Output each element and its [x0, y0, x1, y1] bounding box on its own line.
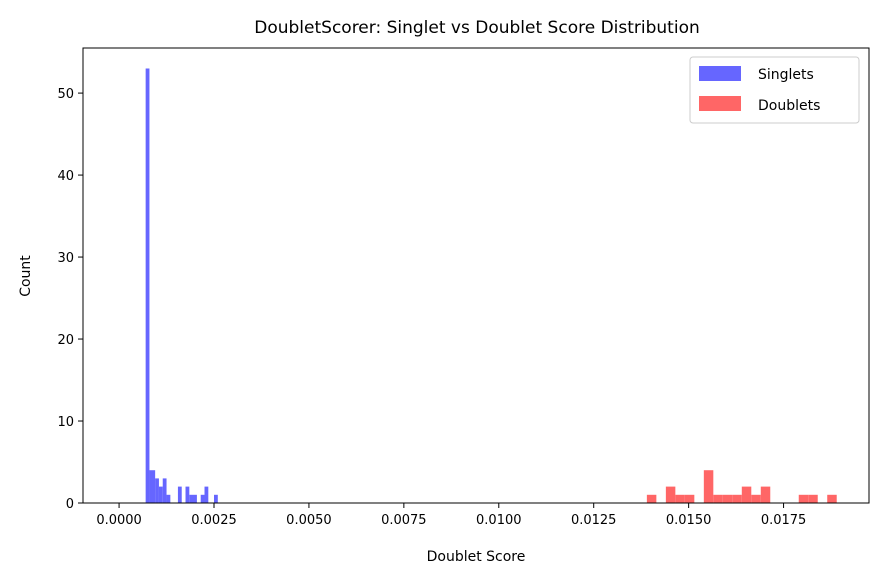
x-tick-label: 0.0075 — [381, 513, 427, 528]
legend-label-doublets: Doublets — [758, 98, 820, 114]
y-tick-label: 10 — [57, 415, 74, 430]
legend-swatch-singlets — [699, 66, 741, 81]
singlets-bar-5 — [166, 494, 171, 503]
singlets-bar-2 — [155, 478, 159, 503]
doublets-bar-3 — [684, 494, 695, 503]
bars-group — [145, 68, 837, 503]
y-tick-label: 40 — [57, 169, 74, 184]
singlets-bar-9 — [200, 494, 205, 503]
singlets-bar-4 — [162, 478, 167, 503]
doublets-bar-6 — [722, 494, 733, 503]
singlets-bar-10 — [204, 486, 209, 503]
doublets-bar-8 — [741, 486, 752, 503]
x-tick-label: 0.0025 — [191, 513, 237, 528]
x-tick-label: 0.0100 — [476, 513, 522, 528]
doublets-bar-1 — [665, 486, 676, 503]
singlets-bar-7 — [185, 486, 190, 503]
x-axis-ticks: 0.0000 0.0025 0.0050 0.0075 0.0100 0.0125 0.01… — [96, 503, 806, 528]
y-axis-ticks: 0 10 20 30 40 50 — [57, 87, 83, 512]
chart-title: DoubletScorer: Singlet vs Doublet Score … — [254, 18, 700, 38]
x-tick-label: 0.0050 — [286, 513, 332, 528]
plot-frame — [82, 47, 870, 504]
doublets-bar-9 — [751, 494, 761, 503]
singlets-bar-1 — [149, 470, 156, 503]
singlets-bar-8 — [189, 494, 197, 503]
legend: Singlets Doublets — [689, 56, 860, 124]
legend-swatch-doublets — [699, 96, 741, 111]
singlets-bar-6 — [177, 486, 182, 503]
y-tick-label: 50 — [57, 87, 74, 102]
y-axis-label: Count — [18, 255, 34, 297]
legend-label-singlets: Singlets — [758, 67, 814, 83]
y-tick-label: 30 — [57, 251, 74, 266]
singlets-bar-0 — [145, 68, 150, 503]
x-tick-label: 0.0125 — [571, 513, 617, 528]
doublets-bar-2 — [675, 494, 685, 503]
x-tick-label: 0.0150 — [666, 513, 712, 528]
y-tick-label: 0 — [66, 497, 74, 512]
doublets-bar-4 — [703, 470, 714, 503]
doublets-bar-10 — [760, 486, 771, 503]
singlets-bar-11 — [214, 494, 218, 503]
doublets-bar-5 — [713, 494, 723, 503]
x-tick-label: 0.0175 — [761, 513, 807, 528]
doublets-bar-13 — [827, 494, 837, 503]
doublets-bar-12 — [808, 494, 818, 503]
y-tick-label: 20 — [57, 333, 74, 348]
doublets-bar-11 — [798, 494, 809, 503]
x-axis-label: Doublet Score — [427, 549, 526, 565]
doublets-bar-0 — [646, 494, 657, 503]
x-tick-label: 0.0000 — [96, 513, 142, 528]
doublets-bar-7 — [732, 494, 742, 503]
singlets-bar-3 — [158, 486, 163, 503]
